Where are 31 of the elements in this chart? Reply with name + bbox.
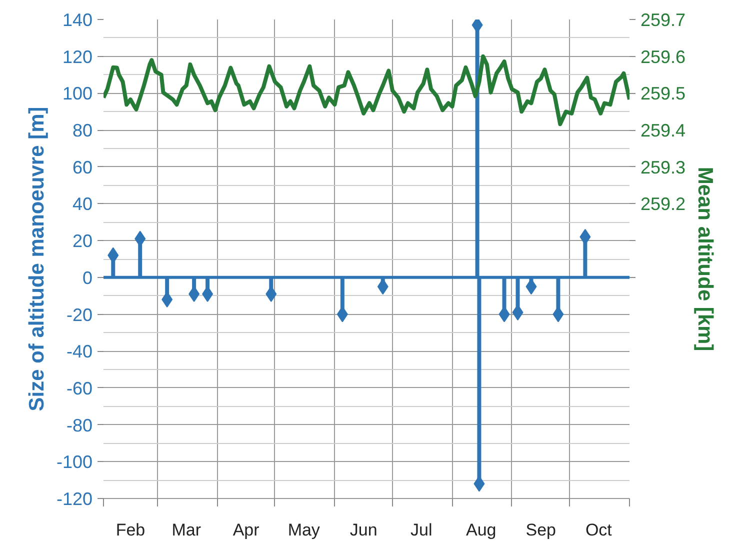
- y2-tick-label: 259.4: [640, 120, 686, 141]
- x-tick-label: Jun: [350, 520, 378, 540]
- x-tick-label: May: [288, 520, 320, 540]
- y-tick-label: 0: [82, 268, 93, 288]
- y2-tick-label: 259.2: [640, 194, 686, 214]
- y-tick-label: 140: [62, 10, 93, 30]
- x-tick-label: Mar: [172, 520, 202, 540]
- x-tick-label: Feb: [116, 520, 146, 540]
- y2-axis-title: Mean altitude [km]: [694, 166, 717, 352]
- y-tick-label: -40: [66, 342, 92, 362]
- y-tick-label: 20: [72, 231, 93, 252]
- y-axis-title: Size of altitude manoeuvre [m]: [25, 106, 48, 412]
- y-tick-label: -60: [66, 378, 92, 398]
- x-tick-label: Aug: [466, 520, 496, 540]
- y2-tick-label: 259.3: [640, 157, 686, 178]
- y-tick-label: 120: [62, 46, 93, 67]
- y-tick-label: 100: [62, 84, 93, 104]
- x-tick-label: Sep: [526, 520, 556, 540]
- y2-tick-label: 259.6: [640, 46, 686, 67]
- y-tick-label: -80: [66, 415, 92, 436]
- y-tick-label: 80: [72, 120, 93, 141]
- x-tick-label: Jul: [410, 520, 432, 540]
- y-tick-label: 60: [72, 157, 93, 178]
- y-tick-label: -20: [66, 304, 92, 325]
- x-tick-label: Oct: [585, 520, 612, 540]
- y-tick-label: 40: [72, 194, 93, 214]
- y2-tick-label: 259.7: [640, 10, 686, 30]
- y-tick-label: -120: [56, 489, 93, 509]
- y-tick-label: -100: [56, 452, 93, 472]
- y2-tick-label: 259.5: [640, 84, 686, 104]
- x-tick-label: Apr: [232, 520, 260, 540]
